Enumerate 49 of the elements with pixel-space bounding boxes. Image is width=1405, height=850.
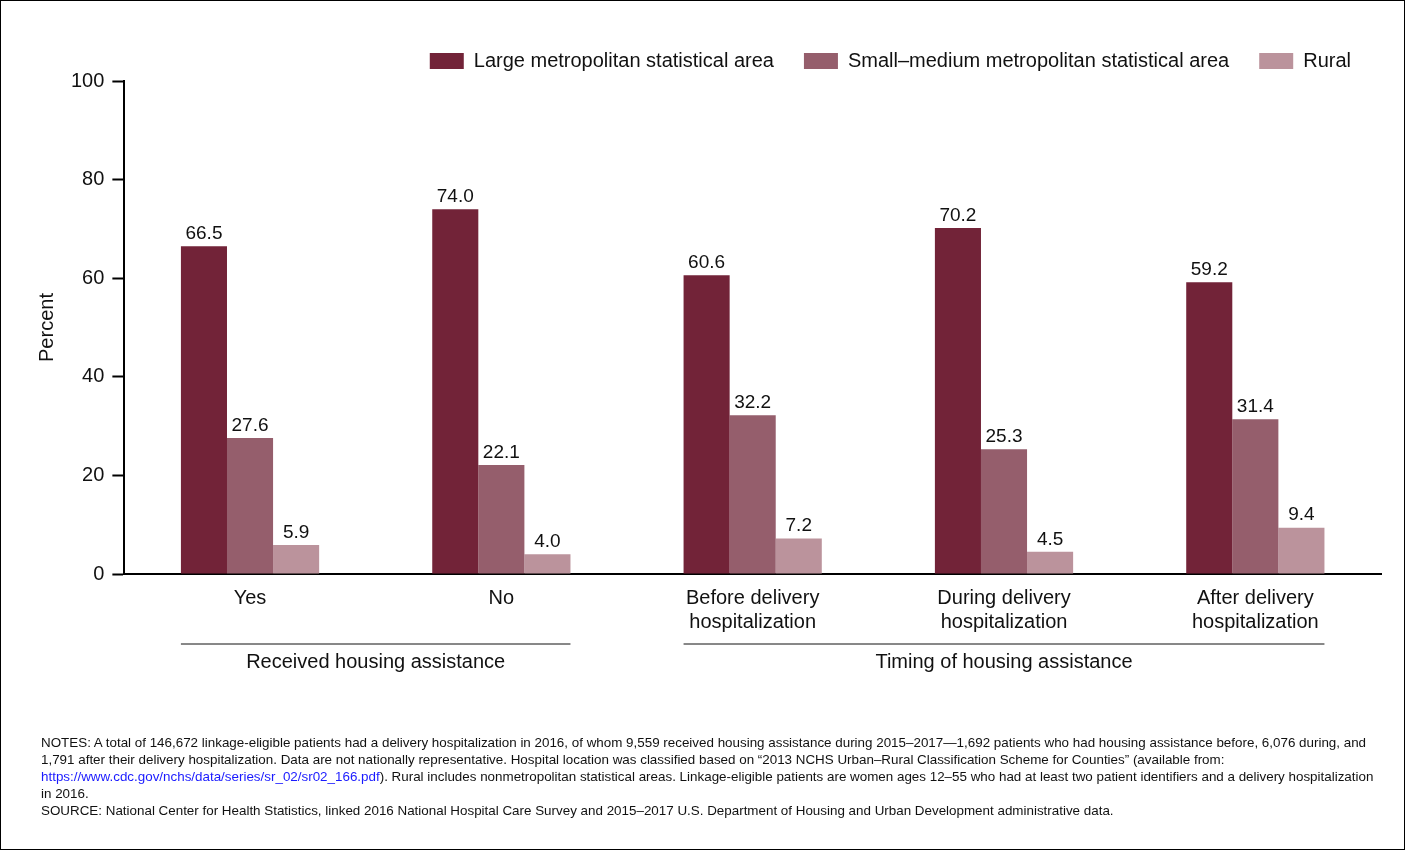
legend-label: Small–medium metropolitan statistical area <box>847 48 1231 71</box>
data-label: 66.5 <box>185 221 223 243</box>
y-tick-label: 20 <box>82 462 105 485</box>
source-note: SOURCE: National Center for Health Statistics, linked 2016 National Hospital Care Survey and 2015–2017 U.S. Department of Housing and Urban Development administrative data. <box>41 803 1114 818</box>
bar <box>934 227 981 574</box>
bar <box>180 246 227 574</box>
data-label: 25.3 <box>985 425 1023 447</box>
bar <box>729 415 776 574</box>
bar <box>478 465 525 574</box>
bar <box>775 538 822 574</box>
text: NOTES: A total of 146,672 linkage-eligible patients had a delivery hospitalization in 2016, of whom 9,559 received housing assistance during 2015–2017—1,692 patients who had housing assistance before, 6,076 during, and 1,791 after their delivery hospitalization. Data are not nationally representative. Hospital location was classified based on “2013 NCHS Urban–Rural Classification Scheme for Counties” (available from: https://www.cdc.gov/nchs/data/series/sr_02/sr02_166.pdf). Rural includes nonmetropolitan statistical areas. Linkage-eligible patients are women ages 12–55 who had at least two patient identifiers and a delivery hospitalization in 2016. <box>41 735 1374 801</box>
data-label: 5.9 <box>282 520 310 542</box>
bar <box>1278 527 1325 574</box>
bar <box>980 449 1028 574</box>
data-label: 27.6 <box>231 413 269 435</box>
legend-label: Large metropolitan statistical area <box>473 48 775 71</box>
x-tick-label: Before delivery hospitalization <box>685 585 820 632</box>
bar <box>1027 551 1074 574</box>
y-tick-label: 80 <box>82 167 105 190</box>
data-label: 74.0 <box>436 184 474 206</box>
y-tick-label: 100 <box>70 68 105 91</box>
data-label: 59.2 <box>1190 257 1228 279</box>
y-tick-label: 0 <box>93 561 105 584</box>
data-label: 31.4 <box>1236 394 1275 416</box>
y-tick-label: 60 <box>82 265 105 288</box>
data-label: 32.2 <box>734 390 772 412</box>
y-tick-label: 40 <box>82 364 105 387</box>
bar <box>1232 419 1279 574</box>
text: Received housing assistance <box>246 649 506 672</box>
data-label: 60.6 <box>688 250 726 272</box>
data-label: 7.2 <box>785 514 812 536</box>
data-label: 9.4 <box>1288 503 1316 525</box>
bar <box>683 275 730 574</box>
data-label: 70.2 <box>939 203 977 225</box>
bar <box>1186 282 1233 574</box>
text: Timing of housing assistance <box>875 649 1133 672</box>
x-tick-label: Yes <box>233 585 267 608</box>
y-axis-title: Percent <box>34 292 57 362</box>
bar <box>432 209 479 574</box>
x-tick-label: During delivery hospitalization <box>937 585 1071 632</box>
bar <box>226 437 274 574</box>
data-label: 22.1 <box>482 440 520 462</box>
bar <box>273 544 320 574</box>
x-tick-label: No <box>488 585 515 608</box>
legend-label: Rural <box>1303 48 1351 71</box>
bar <box>524 554 571 574</box>
x-tick-label: After delivery hospitalization <box>1191 585 1319 632</box>
data-label: 4.0 <box>534 530 561 552</box>
data-label: 4.5 <box>1036 527 1064 549</box>
